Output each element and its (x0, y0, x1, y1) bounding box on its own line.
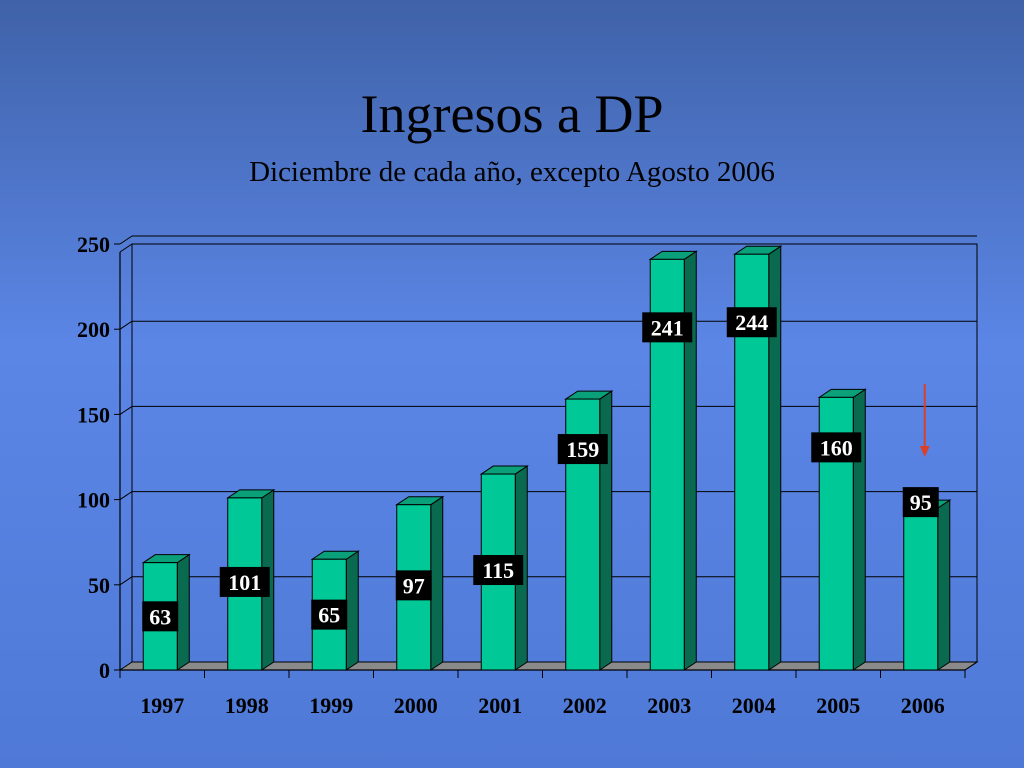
x-tick-label: 1998 (225, 693, 269, 718)
gridline-depth (119, 405, 133, 415)
value-label: 115 (482, 558, 514, 583)
value-label: 63 (149, 604, 171, 629)
gridline-depth (119, 320, 133, 330)
x-tick-label: 2004 (732, 693, 776, 718)
value-label: 160 (820, 435, 853, 460)
annotation-arrow-head (919, 446, 930, 457)
value-label-box (726, 307, 777, 338)
x-tick-label: 2002 (563, 693, 607, 718)
y-tick-label: 100 (77, 488, 110, 513)
bar-2006 (903, 507, 939, 671)
value-label-box (219, 566, 270, 597)
value-label-box (311, 599, 348, 630)
bar-side-2000 (430, 495, 444, 671)
y-tick-label: 200 (77, 317, 110, 342)
value-label: 97 (403, 573, 425, 598)
value-label-box (557, 434, 608, 465)
y-tick-label: 50 (88, 573, 110, 598)
gridline-depth (119, 235, 133, 245)
x-tick-label: 1997 (140, 693, 184, 718)
value-label-box (902, 487, 939, 518)
value-label: 65 (318, 603, 340, 628)
bar-side-2005 (852, 388, 866, 671)
value-label-box (811, 432, 862, 463)
depth-edge-top (119, 243, 133, 253)
depth-edge-right (964, 661, 978, 671)
value-label-box (642, 312, 693, 343)
value-label: 159 (566, 437, 599, 462)
value-label: 101 (228, 570, 261, 595)
value-label: 95 (910, 490, 932, 515)
chart-subtitle: Diciembre de cada año, excepto Agosto 20… (249, 156, 775, 188)
bar-side-1999 (345, 550, 359, 671)
value-label: 241 (651, 315, 684, 340)
bar-side-2002 (599, 390, 613, 671)
y-tick-label: 250 (77, 232, 110, 257)
gridline-depth (119, 491, 133, 501)
y-tick-label: 0 (99, 658, 110, 683)
chart-title: Ingresos a DP (360, 84, 664, 144)
y-tick-label: 150 (77, 402, 110, 427)
value-label: 244 (735, 310, 768, 335)
gridline-depth (119, 576, 133, 586)
x-tick-label: 2006 (901, 693, 945, 718)
value-label-box (473, 555, 524, 586)
value-label-box (395, 570, 432, 601)
bar-side-2006 (937, 499, 951, 671)
x-tick-label: 2001 (478, 693, 522, 718)
x-tick-label: 2005 (816, 693, 860, 718)
bar-side-1997 (176, 553, 190, 671)
value-label-box (142, 601, 179, 632)
x-tick-label: 2000 (394, 693, 438, 718)
x-tick-label: 1999 (309, 693, 353, 718)
x-tick-label: 2003 (647, 693, 691, 718)
